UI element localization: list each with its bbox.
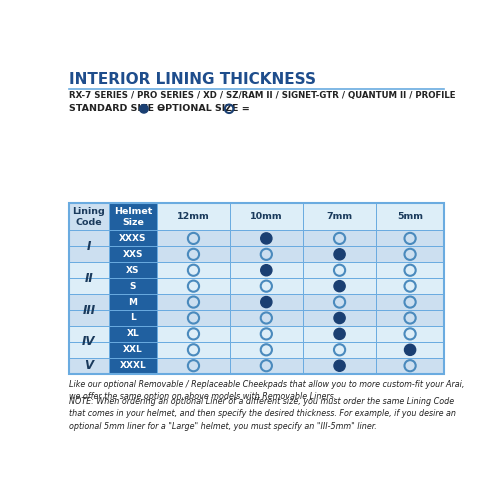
- Bar: [376, 326, 444, 342]
- Circle shape: [334, 360, 345, 372]
- Bar: [157, 262, 230, 278]
- Bar: [109, 310, 157, 326]
- Bar: [376, 342, 444, 358]
- Bar: [376, 294, 444, 310]
- Bar: [303, 342, 376, 358]
- Bar: [376, 231, 444, 247]
- Bar: [109, 203, 157, 231]
- Bar: [68, 294, 109, 310]
- Text: S: S: [130, 282, 136, 291]
- Bar: [303, 358, 376, 373]
- Circle shape: [404, 344, 415, 355]
- Text: III: III: [82, 304, 96, 316]
- Bar: [68, 203, 444, 373]
- Text: 10mm: 10mm: [250, 212, 282, 221]
- Circle shape: [334, 328, 345, 339]
- Bar: [68, 231, 109, 247]
- Bar: [376, 262, 444, 278]
- Bar: [303, 231, 376, 247]
- Bar: [68, 247, 109, 262]
- Bar: [230, 203, 303, 231]
- Bar: [157, 342, 230, 358]
- Text: Helmet
Size: Helmet Size: [114, 206, 152, 227]
- Bar: [376, 310, 444, 326]
- Text: XXXL: XXXL: [120, 361, 146, 370]
- Bar: [230, 278, 303, 294]
- Text: NOTE: When ordering an optional Liner of a different size, you must order the sa: NOTE: When ordering an optional Liner of…: [68, 397, 456, 431]
- Text: IV: IV: [82, 335, 96, 348]
- Text: V: V: [84, 359, 94, 372]
- Bar: [303, 247, 376, 262]
- Text: M: M: [128, 298, 138, 307]
- Bar: [109, 342, 157, 358]
- Bar: [157, 231, 230, 247]
- Text: L: L: [130, 313, 136, 322]
- Circle shape: [260, 233, 272, 244]
- Bar: [157, 326, 230, 342]
- Bar: [230, 326, 303, 342]
- Text: INTERIOR LINING THICKNESS: INTERIOR LINING THICKNESS: [68, 72, 316, 87]
- Text: 12mm: 12mm: [177, 212, 210, 221]
- Text: OPTIONAL SIZE =: OPTIONAL SIZE =: [157, 104, 250, 113]
- Bar: [230, 358, 303, 373]
- Text: Like our optional Removable / Replaceable Cheekpads that allow you to more custo: Like our optional Removable / Replaceabl…: [68, 380, 464, 401]
- Bar: [68, 358, 109, 373]
- Bar: [109, 294, 157, 310]
- Bar: [157, 203, 230, 231]
- Circle shape: [334, 312, 345, 323]
- Bar: [303, 326, 376, 342]
- Text: XXXS: XXXS: [120, 234, 147, 243]
- Text: XS: XS: [126, 266, 140, 275]
- Text: Lining
Code: Lining Code: [72, 206, 105, 227]
- Circle shape: [334, 281, 345, 292]
- Bar: [230, 294, 303, 310]
- Text: II: II: [84, 272, 93, 285]
- Bar: [303, 310, 376, 326]
- Bar: [157, 310, 230, 326]
- Circle shape: [334, 249, 345, 260]
- Bar: [230, 247, 303, 262]
- Bar: [68, 310, 109, 326]
- Text: XXS: XXS: [123, 250, 144, 259]
- Bar: [157, 294, 230, 310]
- Bar: [109, 231, 157, 247]
- Bar: [303, 294, 376, 310]
- Bar: [68, 326, 109, 342]
- Circle shape: [140, 105, 148, 113]
- Bar: [109, 247, 157, 262]
- Text: RX-7 SERIES / PRO SERIES / XD / SZ/RAM II / SIGNET-GTR / QUANTUM II / PROFILE: RX-7 SERIES / PRO SERIES / XD / SZ/RAM I…: [68, 91, 455, 100]
- Text: 7mm: 7mm: [326, 212, 352, 221]
- Bar: [68, 262, 109, 278]
- Bar: [303, 278, 376, 294]
- Text: I: I: [86, 240, 91, 253]
- Bar: [109, 262, 157, 278]
- Bar: [230, 262, 303, 278]
- Bar: [109, 358, 157, 373]
- Bar: [376, 358, 444, 373]
- Bar: [230, 310, 303, 326]
- Bar: [68, 278, 109, 294]
- Bar: [157, 278, 230, 294]
- Bar: [68, 342, 109, 358]
- Circle shape: [260, 297, 272, 308]
- Bar: [376, 278, 444, 294]
- Circle shape: [260, 265, 272, 276]
- Text: XL: XL: [126, 329, 140, 338]
- Bar: [109, 278, 157, 294]
- Text: XXL: XXL: [123, 345, 143, 354]
- Text: STANDARD SIZE =: STANDARD SIZE =: [68, 104, 165, 113]
- Bar: [109, 326, 157, 342]
- Bar: [303, 203, 376, 231]
- Bar: [68, 203, 109, 231]
- Bar: [376, 247, 444, 262]
- Bar: [157, 247, 230, 262]
- Bar: [303, 262, 376, 278]
- Bar: [230, 342, 303, 358]
- Bar: [157, 358, 230, 373]
- Bar: [376, 203, 444, 231]
- Bar: [230, 231, 303, 247]
- Text: 5mm: 5mm: [397, 212, 423, 221]
